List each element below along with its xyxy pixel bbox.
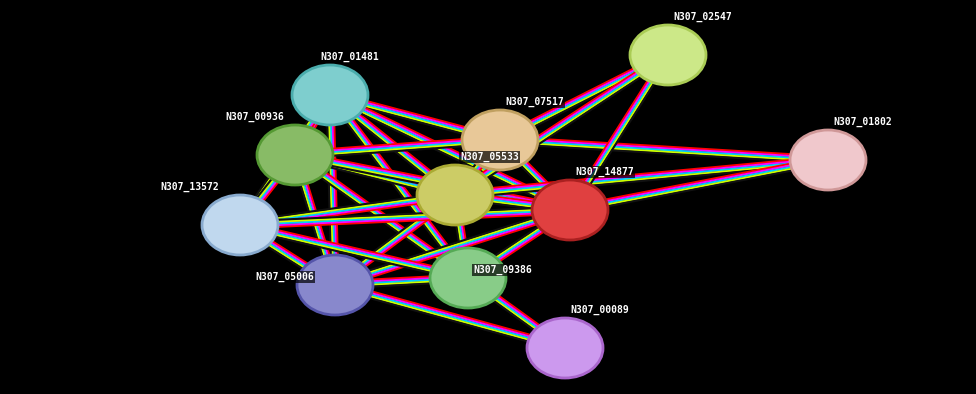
Text: N307_09386: N307_09386 (473, 265, 532, 275)
Ellipse shape (297, 255, 373, 315)
Text: N307_07517: N307_07517 (505, 97, 564, 107)
Ellipse shape (462, 110, 538, 170)
Ellipse shape (790, 130, 866, 190)
Text: N307_05533: N307_05533 (460, 152, 519, 162)
Text: N307_00089: N307_00089 (570, 305, 629, 315)
Text: N307_00936: N307_00936 (225, 112, 284, 122)
Ellipse shape (430, 248, 506, 308)
Ellipse shape (257, 125, 333, 185)
Ellipse shape (202, 195, 278, 255)
Ellipse shape (527, 318, 603, 378)
Ellipse shape (532, 180, 608, 240)
Ellipse shape (417, 165, 493, 225)
Text: N307_02547: N307_02547 (673, 12, 732, 22)
Ellipse shape (630, 25, 706, 85)
Text: N307_01802: N307_01802 (833, 117, 892, 127)
Text: N307_01481: N307_01481 (320, 52, 379, 62)
Text: N307_14877: N307_14877 (575, 167, 633, 177)
Text: N307_05006: N307_05006 (255, 272, 313, 282)
Ellipse shape (292, 65, 368, 125)
Text: N307_13572: N307_13572 (160, 182, 219, 192)
